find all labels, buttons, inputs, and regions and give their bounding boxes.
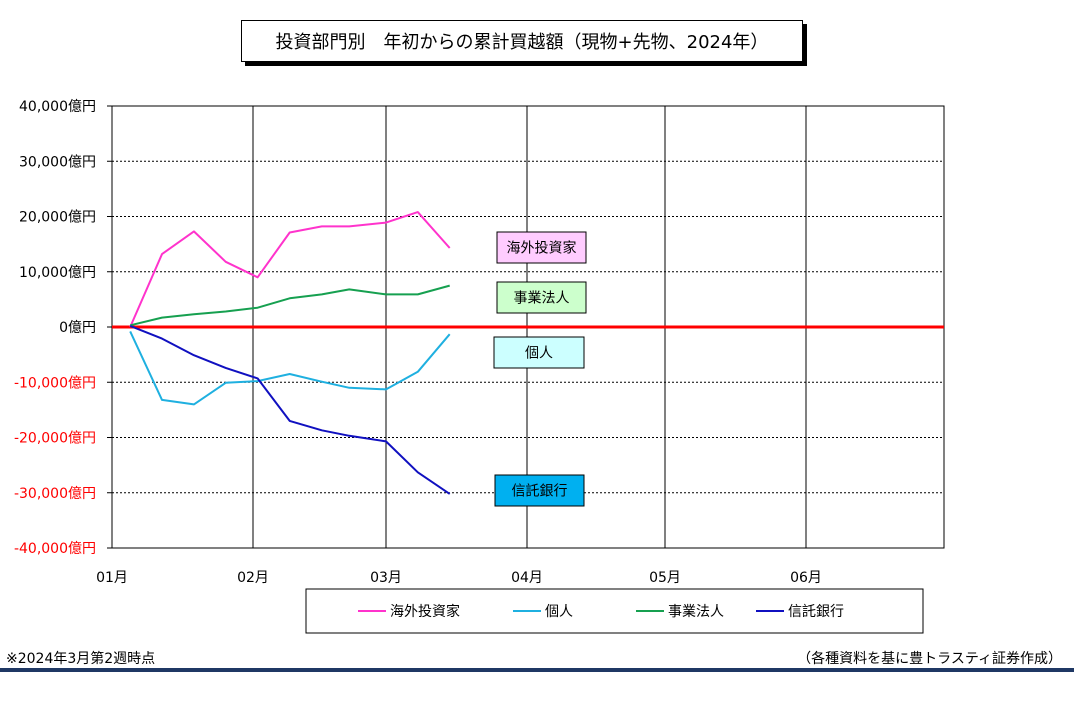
chart-title: 投資部門別 年初からの累計買越額（現物+先物、2024年） [241,20,803,62]
legend-label-foreign-investors: 海外投資家 [390,603,460,620]
legend-label-corporations: 事業法人 [668,604,724,620]
source-note: （各種資料を基に豊トラスティ証券作成） [797,651,1062,667]
series-line-trust-banks [129,324,451,495]
series-line-corporations [129,284,450,327]
y-tick-label: 0億円 [59,320,96,336]
annotation-label-corporations: 事業法人 [514,291,570,307]
x-tick-label: 05月 [649,570,681,586]
annotation-box-foreign-investors [496,231,587,264]
x-tick-label: 02月 [237,570,269,586]
annotation-label-individuals: 個人 [525,346,553,362]
legend-label-individuals: 個人 [545,604,573,620]
y-tick-label: -20,000億円 [14,431,96,447]
x-tick-label: 06月 [790,570,822,586]
y-tick-label: 40,000億円 [19,99,96,115]
series-line-foreign-investors [129,211,451,328]
y-tick-label: -10,000億円 [14,375,96,391]
annotation-label-foreign-investors: 海外投資家 [507,240,577,257]
y-tick-label: -30,000億円 [14,486,96,502]
annotation-box-corporations [496,281,587,314]
legend [305,588,924,634]
bottom-divider [0,668,1074,672]
footnote: ※2024年3月第2週時点 [6,651,156,667]
series-line-individuals [129,330,451,406]
y-tick-label: 20,000億円 [19,210,96,226]
x-tick-label: 04月 [511,570,543,586]
x-tick-label: 03月 [370,570,402,586]
y-tick-label: 10,000億円 [19,265,96,281]
y-tick-label: 30,000億円 [19,154,96,170]
legend-label-trust-banks: 信託銀行 [788,604,844,620]
annotation-box-trust-banks [494,474,585,507]
x-tick-label: 01月 [96,570,128,586]
annotation-box-individuals [493,336,585,369]
y-tick-label: -40,000億円 [14,541,96,557]
annotation-label-trust-banks: 信託銀行 [512,484,568,500]
